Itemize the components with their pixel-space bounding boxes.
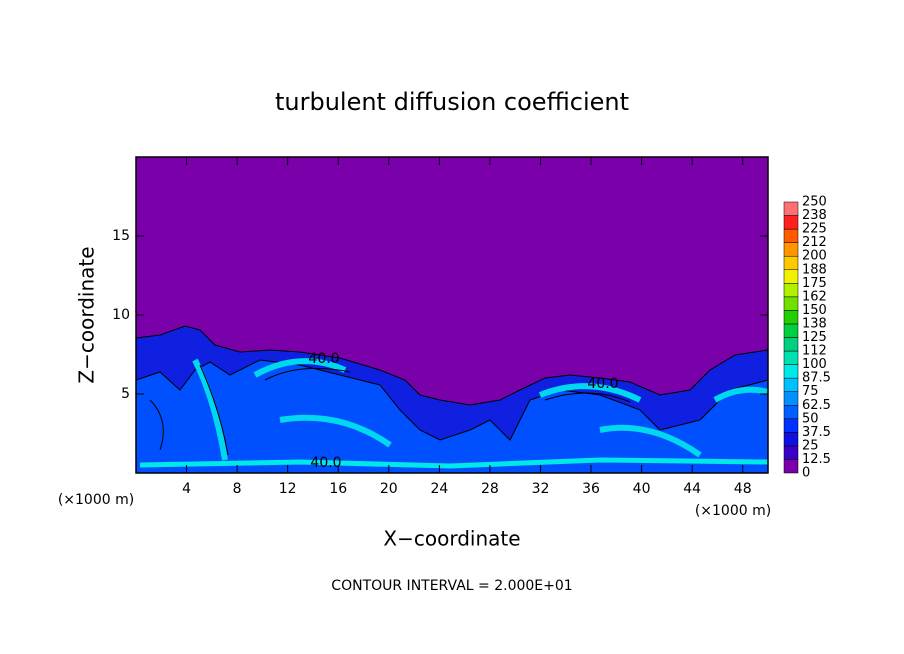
field-swirl xyxy=(139,457,769,469)
colorbar-label: 0 xyxy=(802,466,810,481)
x-tick-label: 32 xyxy=(532,481,550,497)
colorbar-band xyxy=(783,296,799,311)
x-axis-label: X−coordinate xyxy=(383,527,520,551)
x-units: (×1000 m) xyxy=(695,503,771,519)
x-tick-label: 36 xyxy=(582,481,600,497)
colorbar-label: 125 xyxy=(802,330,827,345)
footer: CONTOUR INTERVAL = 2.000E+01 xyxy=(331,578,572,594)
colorbar-band xyxy=(783,269,799,284)
x-tick-label: 48 xyxy=(734,481,752,497)
colorbar-band xyxy=(783,377,799,392)
colorbar-label: 212 xyxy=(802,235,827,250)
colorbar-label: 175 xyxy=(802,276,827,291)
colorbar-label: 50 xyxy=(802,411,819,426)
x-tick-label: 8 xyxy=(233,481,242,497)
colorbar-band xyxy=(783,215,799,230)
y-tick-label: 15 xyxy=(112,228,130,244)
contour-label: 40.0 xyxy=(308,351,339,367)
colorbar-label: 25 xyxy=(802,438,819,453)
y-tick-label: 5 xyxy=(121,386,130,402)
colorbar-band xyxy=(783,405,799,420)
y-axis-label: Z−coordinate xyxy=(75,246,99,383)
colorbar-band xyxy=(783,242,799,257)
field-swirl xyxy=(192,358,769,461)
colorbar-band xyxy=(783,255,799,271)
contour-label: 40.0 xyxy=(587,376,618,392)
y-tick-label: 10 xyxy=(112,307,130,323)
colorbar-band xyxy=(783,283,799,298)
colorbar-label: 162 xyxy=(802,289,827,304)
contour-label: 40.0 xyxy=(310,455,341,471)
x-tick-label: 12 xyxy=(279,481,297,497)
colorbar-label: 87.5 xyxy=(802,371,831,386)
colorbar-band xyxy=(783,364,799,379)
colorbar-band xyxy=(783,418,799,433)
x-tick-label: 40 xyxy=(633,481,651,497)
colorbar-label: 200 xyxy=(802,249,827,264)
x-tick-label: 44 xyxy=(683,481,701,497)
colorbar-band xyxy=(783,310,799,325)
x-tick-label: 16 xyxy=(329,481,347,497)
colorbar-band xyxy=(783,432,799,447)
colorbar-label: 62.5 xyxy=(802,398,831,413)
x-tick-label: 28 xyxy=(481,481,499,497)
x-tick-label: 24 xyxy=(430,481,448,497)
colorbar-band xyxy=(783,391,799,406)
colorbar-label: 37.5 xyxy=(802,425,831,440)
colorbar-label: 112 xyxy=(802,344,827,359)
colorbar-label: 250 xyxy=(802,195,827,210)
colorbar-label: 100 xyxy=(802,357,827,372)
contour-line xyxy=(149,364,631,456)
colorbar-label: 75 xyxy=(802,384,819,399)
colorbar-band xyxy=(783,228,799,243)
colorbar-band xyxy=(783,337,799,352)
colorbar-label: 188 xyxy=(802,262,827,277)
colorbar-label: 12.5 xyxy=(802,452,831,467)
colorbar-label: 150 xyxy=(802,303,827,318)
colorbar-label: 138 xyxy=(802,316,827,331)
x-tick-label: 20 xyxy=(380,481,398,497)
colorbar-band xyxy=(783,323,799,338)
x-units: (×1000 m) xyxy=(58,492,134,508)
colorbar-band xyxy=(783,350,799,365)
colorbar-band xyxy=(783,459,799,474)
chart-title: turbulent diffusion coefficient xyxy=(275,88,629,116)
colorbar-band xyxy=(783,201,799,216)
x-tick-label: 4 xyxy=(182,481,191,497)
colorbar-label: 238 xyxy=(802,208,827,223)
field xyxy=(135,157,769,474)
colorbar-label: 225 xyxy=(802,222,827,237)
colorbar-band xyxy=(783,445,799,460)
